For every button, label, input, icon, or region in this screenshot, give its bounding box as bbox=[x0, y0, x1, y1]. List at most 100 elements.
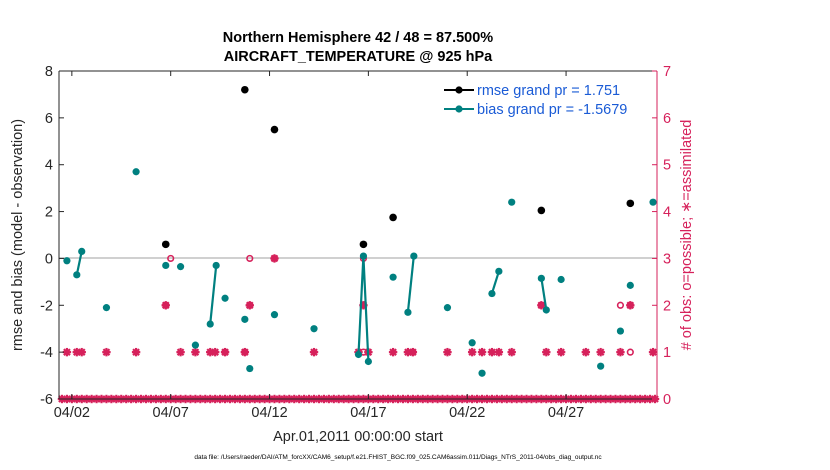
rmse-point bbox=[270, 125, 279, 134]
legend: rmse grand pr = 1.751 bias grand pr = -1… bbox=[444, 83, 627, 118]
obs-assimilated-marker bbox=[616, 347, 625, 357]
bias-point bbox=[557, 275, 565, 284]
bias-point bbox=[478, 369, 486, 377]
bias-point bbox=[389, 273, 397, 281]
obs-assimilated-marker bbox=[176, 347, 185, 357]
obs-assimilated-marker bbox=[210, 347, 220, 357]
legend-bias-label: bias grand pr = -1.5679 bbox=[477, 102, 627, 118]
bias-point bbox=[246, 364, 254, 373]
right-tick-label: 0 bbox=[663, 392, 671, 408]
left-axis-ticks: -6 -4 -2 0 2 4 6 8 bbox=[40, 64, 64, 408]
legend-bias-marker bbox=[455, 105, 463, 113]
bias-point bbox=[410, 252, 418, 260]
bias-point bbox=[354, 350, 363, 359]
data-file-footer: data file: /Users/raeder/DAI/ATM_forcXX/… bbox=[194, 454, 602, 461]
obs-assimilated-marker bbox=[408, 347, 418, 357]
bias-point bbox=[102, 304, 111, 312]
bias-point bbox=[270, 311, 279, 319]
left-tick-label: 4 bbox=[45, 158, 53, 174]
obs-assimilated-marker bbox=[542, 347, 551, 357]
right-axis-label: # of obs: o=possible; ∗=assimilated bbox=[679, 120, 695, 351]
right-tick-label: 4 bbox=[663, 205, 671, 221]
bias-point bbox=[63, 257, 71, 265]
right-tick-label: 5 bbox=[663, 158, 671, 174]
right-tick-label: 6 bbox=[663, 111, 671, 127]
rmse-point bbox=[537, 206, 546, 215]
bias-point bbox=[221, 294, 229, 302]
obs-possible-marker bbox=[616, 301, 625, 309]
obs-assimilated-marker bbox=[477, 347, 487, 357]
bias-point bbox=[495, 267, 503, 275]
bias-point bbox=[488, 289, 496, 298]
bias-point bbox=[206, 320, 214, 328]
rmse-point bbox=[389, 213, 397, 222]
obs-assimilated-marker bbox=[596, 347, 605, 357]
left-tick-label: 2 bbox=[45, 205, 53, 221]
left-tick-label: -2 bbox=[40, 298, 53, 314]
rmse-point bbox=[161, 240, 170, 249]
bias-point bbox=[191, 341, 200, 349]
obs-assimilated-marker bbox=[245, 301, 254, 310]
x-axis-label: Apr.01,2011 00:00:00 start bbox=[273, 429, 443, 445]
obs-assimilated-marker bbox=[388, 347, 398, 357]
bias-point bbox=[443, 304, 452, 312]
obs-assimilated-marker bbox=[443, 347, 452, 357]
obs-assimilated-marker bbox=[581, 347, 591, 357]
rmse-point bbox=[241, 85, 249, 94]
obs-assimilated-marker bbox=[467, 347, 477, 357]
legend-rmse-label: rmse grand pr = 1.751 bbox=[477, 83, 620, 99]
obs-assimilated-marker bbox=[77, 347, 86, 357]
right-tick-label: 2 bbox=[663, 298, 671, 314]
x-tick-label: 04/17 bbox=[350, 405, 386, 421]
obs-possible-marker bbox=[626, 348, 634, 356]
obs-assimilated-marker bbox=[494, 347, 504, 357]
rmse-series bbox=[161, 85, 635, 249]
obs-assimilated-marker bbox=[62, 347, 72, 357]
rmse-point bbox=[359, 240, 368, 249]
bias-series bbox=[63, 168, 657, 377]
bias-line-segment bbox=[490, 270, 500, 294]
bias-point bbox=[310, 325, 318, 333]
left-tick-label: 8 bbox=[45, 64, 53, 80]
left-tick-label: 0 bbox=[45, 251, 53, 267]
obs-assimilated-marker bbox=[507, 347, 516, 357]
bias-line-segment bbox=[209, 265, 218, 325]
right-tick-label: 1 bbox=[663, 345, 671, 361]
bias-point bbox=[212, 261, 220, 270]
right-axis-ticks: 0 1 2 3 4 5 6 7 bbox=[652, 64, 671, 408]
bias-point bbox=[537, 274, 545, 282]
legend-rmse-marker bbox=[455, 86, 463, 94]
bias-line-segment bbox=[540, 278, 548, 311]
bias-point bbox=[359, 252, 368, 260]
obs-assimilated-marker bbox=[102, 347, 111, 357]
bias-point bbox=[404, 308, 412, 316]
bias-point bbox=[73, 271, 81, 279]
bias-point bbox=[597, 362, 605, 370]
chart-title-line1: Northern Hemisphere 42 / 48 = 87.500% bbox=[223, 30, 494, 46]
obs-assimilated-marker bbox=[220, 347, 230, 357]
bias-point bbox=[78, 247, 86, 255]
obs-assimilated-marker bbox=[537, 301, 546, 310]
obs-assimilated-marker bbox=[556, 347, 566, 357]
left-tick-label: -6 bbox=[40, 392, 53, 408]
x-tick-label: 04/27 bbox=[548, 405, 584, 421]
bias-point bbox=[649, 198, 657, 206]
obs-assimilated-marker bbox=[240, 347, 250, 357]
bias-line-segment bbox=[75, 251, 83, 276]
rmse-point bbox=[626, 199, 635, 208]
bias-point bbox=[176, 263, 185, 271]
left-tick-label: 6 bbox=[45, 111, 53, 127]
bias-point bbox=[162, 261, 170, 270]
obs-assimilated-marker bbox=[191, 347, 200, 357]
obs-possible-marker bbox=[167, 254, 175, 263]
bias-point bbox=[132, 168, 140, 176]
x-tick-label: 04/22 bbox=[449, 405, 485, 421]
left-axis-label: rmse and bias (model - observation) bbox=[10, 119, 26, 351]
bias-point bbox=[542, 306, 550, 314]
bias-point bbox=[508, 198, 516, 206]
chart-title-line2: AIRCRAFT_TEMPERATURE @ 925 hPa bbox=[224, 49, 493, 65]
right-tick-label: 3 bbox=[663, 251, 671, 267]
bias-point bbox=[364, 357, 372, 366]
bias-point bbox=[241, 315, 249, 323]
